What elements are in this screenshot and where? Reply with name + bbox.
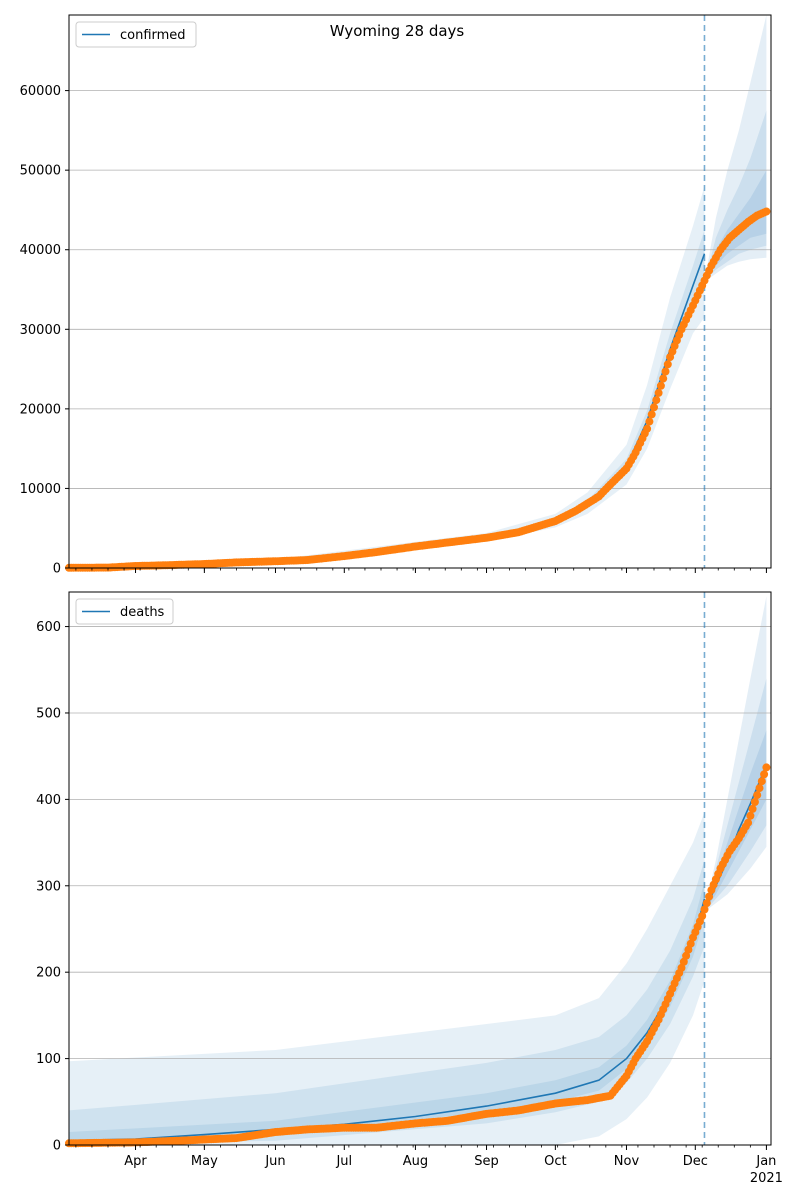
- forecast-band-mid: [704, 678, 767, 912]
- observed-point: [684, 945, 693, 954]
- x-tick-label: Jan: [755, 1154, 776, 1169]
- observed-point: [656, 381, 665, 390]
- deaths-gridlines: [69, 626, 771, 1059]
- observed-point: [698, 912, 707, 920]
- y-tick-label: 300: [36, 879, 61, 894]
- y-tick-label: 600: [36, 620, 61, 635]
- observed-point: [643, 424, 652, 433]
- observed-point: [659, 374, 668, 383]
- observed-point: [702, 899, 711, 908]
- y-tick-label: 400: [36, 793, 61, 808]
- confirmed-plot-frame: [68, 14, 772, 569]
- observed-point: [682, 951, 691, 960]
- y-tick-label: 40000: [20, 243, 61, 258]
- y-tick-label: 20000: [20, 402, 61, 417]
- confirmed-legend: confirmed: [75, 21, 197, 48]
- observed-point: [760, 770, 769, 779]
- legend-box: [75, 598, 174, 625]
- deaths-panel: 0 100 200 300 400 500 600 Apr May Jun Jul Aug Sep Oc…: [36, 591, 783, 1186]
- deaths-observed-points: [65, 763, 771, 1148]
- confirmed-series: [68, 15, 767, 569]
- observed-point: [663, 360, 672, 369]
- y-tick-label: 0: [53, 1139, 61, 1154]
- observed-point: [753, 791, 762, 800]
- legend-label: deaths: [120, 605, 165, 620]
- confirmed-uncertainty-bands: [69, 15, 767, 569]
- x-tick-label: Jun: [264, 1154, 285, 1169]
- y-tick-label: 50000: [20, 164, 61, 179]
- observed-point: [746, 811, 755, 820]
- x-tick-label: Aug: [403, 1154, 428, 1169]
- observed-point: [750, 798, 759, 806]
- fit-band-inner: [69, 229, 705, 569]
- y-tick-label: 60000: [20, 84, 61, 99]
- x-tick-label: Nov: [614, 1154, 640, 1169]
- observed-point: [705, 892, 714, 901]
- legend-label: confirmed: [120, 28, 186, 43]
- observed-point: [762, 207, 771, 216]
- y-tick-label: 30000: [20, 323, 61, 338]
- observed-point: [748, 804, 757, 813]
- deaths-y-axis: 0 100 200 300 400 500 600: [36, 620, 69, 1154]
- y-tick-label: 0: [53, 562, 61, 577]
- observed-point: [677, 963, 686, 972]
- fit-band-outer: [69, 812, 705, 1145]
- x-tick-label: Oct: [544, 1154, 566, 1169]
- observed-point: [661, 367, 670, 376]
- x-year-label: 2021: [750, 1171, 783, 1186]
- legend-box: [75, 21, 197, 48]
- x-tick-label: Sep: [474, 1154, 499, 1169]
- observed-point: [650, 403, 658, 412]
- observed-point: [762, 763, 771, 772]
- y-tick-label: 10000: [20, 482, 61, 497]
- observed-point: [645, 417, 654, 426]
- observed-point: [686, 939, 695, 948]
- observed-point: [652, 396, 661, 405]
- observed-point: [755, 784, 764, 793]
- y-tick-label: 100: [36, 1052, 61, 1067]
- observed-point: [679, 957, 688, 966]
- y-tick-label: 500: [36, 706, 61, 721]
- fit-line: [68, 253, 706, 569]
- confirmed-panel: 0 10000 20000 30000 40000 50000 60000 Wyoming …: [20, 14, 772, 577]
- forecast-band-mid: [704, 110, 767, 282]
- forecast-band-outer: [704, 596, 767, 912]
- observed-point: [647, 410, 656, 419]
- fit-band-mid: [69, 859, 705, 1145]
- x-tick-label: Apr: [124, 1154, 147, 1169]
- x-tick-label: Jul: [335, 1154, 352, 1169]
- observed-point: [700, 905, 709, 914]
- observed-point: [757, 777, 766, 786]
- deaths-uncertainty-bands: [69, 596, 767, 1145]
- forecast-band-outer: [704, 15, 767, 282]
- deaths-plot-frame: [68, 591, 772, 1146]
- deaths-x-axis: Apr May Jun Jul Aug Sep Oct Nov Dec Jan 2021: [75, 1145, 783, 1186]
- confirmed-y-axis: 0 10000 20000 30000 40000 50000 60000: [20, 84, 69, 577]
- chart-title: Wyoming 28 days: [330, 22, 465, 40]
- x-tick-label: May: [191, 1154, 218, 1169]
- y-tick-label: 200: [36, 966, 61, 981]
- x-tick-label: Dec: [683, 1154, 708, 1169]
- observed-point: [744, 818, 753, 827]
- fit-band-outer: [69, 186, 705, 568]
- deaths-legend: deaths: [75, 598, 174, 625]
- observed-point: [654, 388, 663, 397]
- confirmed-gridlines: [69, 90, 771, 489]
